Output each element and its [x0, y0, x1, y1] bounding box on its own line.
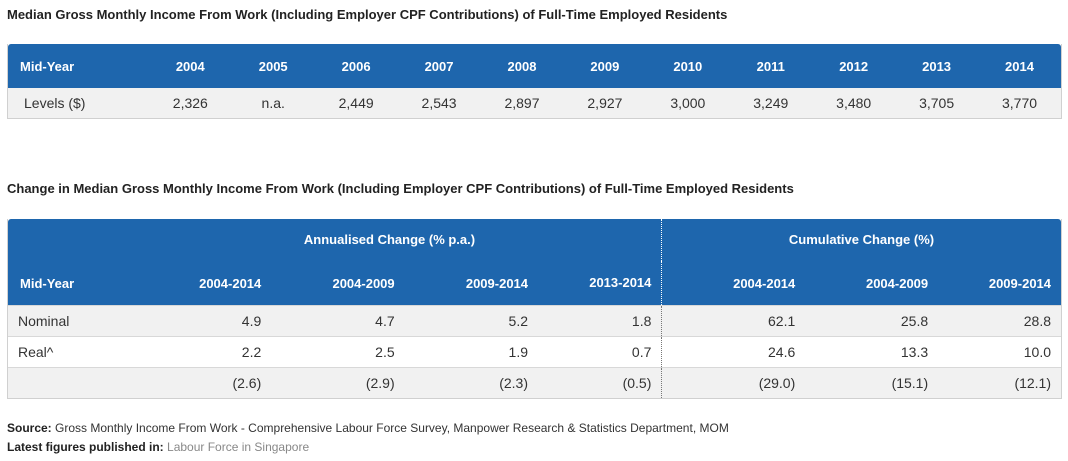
table-cell: 1.9	[508, 344, 529, 360]
header-year: 2011	[756, 58, 785, 74]
table-cell: (29.0)	[758, 375, 796, 391]
table-cell: 10.0	[1023, 344, 1052, 360]
table-cell: 24.6	[768, 344, 796, 360]
source-text: Gross Monthly Income From Work - Compreh…	[55, 421, 729, 435]
table-cell: 0.7	[528, 337, 663, 367]
income-change-table: Annualised Change (% p.a.) Cumulative Ch…	[7, 219, 1062, 399]
table-cell: 3,770	[1002, 95, 1038, 111]
header-year: 2004	[175, 58, 205, 74]
header-year: 2007	[424, 58, 454, 74]
table-cell: 25.8	[900, 313, 929, 329]
header-period: 2004-2014	[733, 275, 796, 291]
header-year: 2014	[1005, 58, 1034, 74]
table-row-real: Real^ 2.2 2.5 1.9 0.7 24.6 13.3 10.0	[8, 336, 1061, 367]
income-levels-table: Mid-Year 2004 2005 2006 2007 2008 2009 2…	[7, 44, 1062, 119]
header-period: 2009-2014	[465, 275, 529, 291]
header-mid-year: Mid-Year	[20, 58, 75, 74]
published-note: Latest figures published in: Labour Forc…	[7, 440, 309, 454]
header-period: 2004-2009	[332, 275, 395, 291]
table2-group-header: Annualised Change (% p.a.) Cumulative Ch…	[8, 219, 1061, 261]
header-year: 2008	[507, 58, 537, 74]
table-cell: (2.9)	[365, 375, 395, 391]
table-cell: 2,326	[172, 95, 208, 111]
table2-title: Change in Median Gross Monthly Income Fr…	[7, 181, 794, 196]
table-row: Levels ($) 2,326 n.a. 2,449 2,543 2,897 …	[8, 88, 1061, 118]
header-year: 2013	[922, 58, 952, 74]
table-cell: n.a.	[261, 95, 285, 111]
row-label: Nominal	[18, 313, 70, 329]
table-cell: 2.5	[375, 344, 395, 360]
header-period: 2004-2009	[865, 275, 929, 291]
source-label: Source:	[7, 421, 52, 435]
row-label: Real^	[18, 344, 54, 360]
table-row-nominal: Nominal 4.9 4.7 5.2 1.8 62.1 25.8 28.8	[8, 305, 1061, 336]
header-year: 2010	[673, 58, 703, 74]
table-cell: 2,897	[504, 95, 540, 111]
table-cell: 3,480	[836, 95, 872, 111]
table-cell: (0.5)	[528, 368, 663, 398]
table1-title: Median Gross Monthly Income From Work (I…	[7, 7, 728, 22]
header-period: 2013-2014	[528, 261, 663, 305]
published-label: Latest figures published in:	[7, 440, 164, 454]
labour-force-link[interactable]: Labour Force in Singapore	[167, 440, 310, 454]
source-note: Source: Gross Monthly Income From Work -…	[7, 421, 729, 435]
table-cell: 1.8	[528, 306, 663, 336]
table-cell: (15.1)	[891, 375, 929, 391]
table-cell: 3,705	[919, 95, 955, 111]
table-cell: 2,927	[587, 95, 623, 111]
table-cell: 5.2	[508, 313, 529, 329]
table1-header-row: Mid-Year 2004 2005 2006 2007 2008 2009 2…	[8, 44, 1061, 88]
table-row-difference: (2.6) (2.9) (2.3) (0.5) (29.0) (15.1) (1…	[8, 367, 1061, 398]
table-cell: 28.8	[1023, 313, 1052, 329]
header-period: 2009-2014	[988, 275, 1052, 291]
table-cell: (2.6)	[232, 375, 262, 391]
table-cell: 2,543	[421, 95, 457, 111]
table-cell: (12.1)	[1014, 375, 1052, 391]
header-year: 2006	[341, 58, 371, 74]
header-year: 2005	[258, 58, 288, 74]
group-annualised-change: Annualised Change (% p.a.)	[8, 219, 662, 261]
table-cell: 62.1	[768, 313, 796, 329]
table-cell: 3,249	[753, 95, 789, 111]
table-cell: (2.3)	[499, 375, 529, 391]
table-cell: 3,000	[670, 95, 706, 111]
table-cell: 2,449	[338, 95, 374, 111]
header-mid-year: Mid-Year	[20, 275, 75, 291]
table2-header-row: Mid-Year 2004-2014 2004-2009 2009-2014 2…	[8, 261, 1061, 305]
header-year: 2012	[839, 58, 869, 74]
header-year: 2009	[590, 58, 620, 74]
table-cell: 4.9	[241, 313, 262, 329]
group-cumulative-change: Cumulative Change (%)	[788, 232, 935, 247]
table-cell: 4.7	[375, 313, 395, 329]
table-cell: 13.3	[900, 344, 929, 360]
table-cell: 2.2	[241, 344, 262, 360]
row-label: Levels ($)	[24, 95, 86, 111]
header-period: 2004-2014	[199, 275, 262, 291]
